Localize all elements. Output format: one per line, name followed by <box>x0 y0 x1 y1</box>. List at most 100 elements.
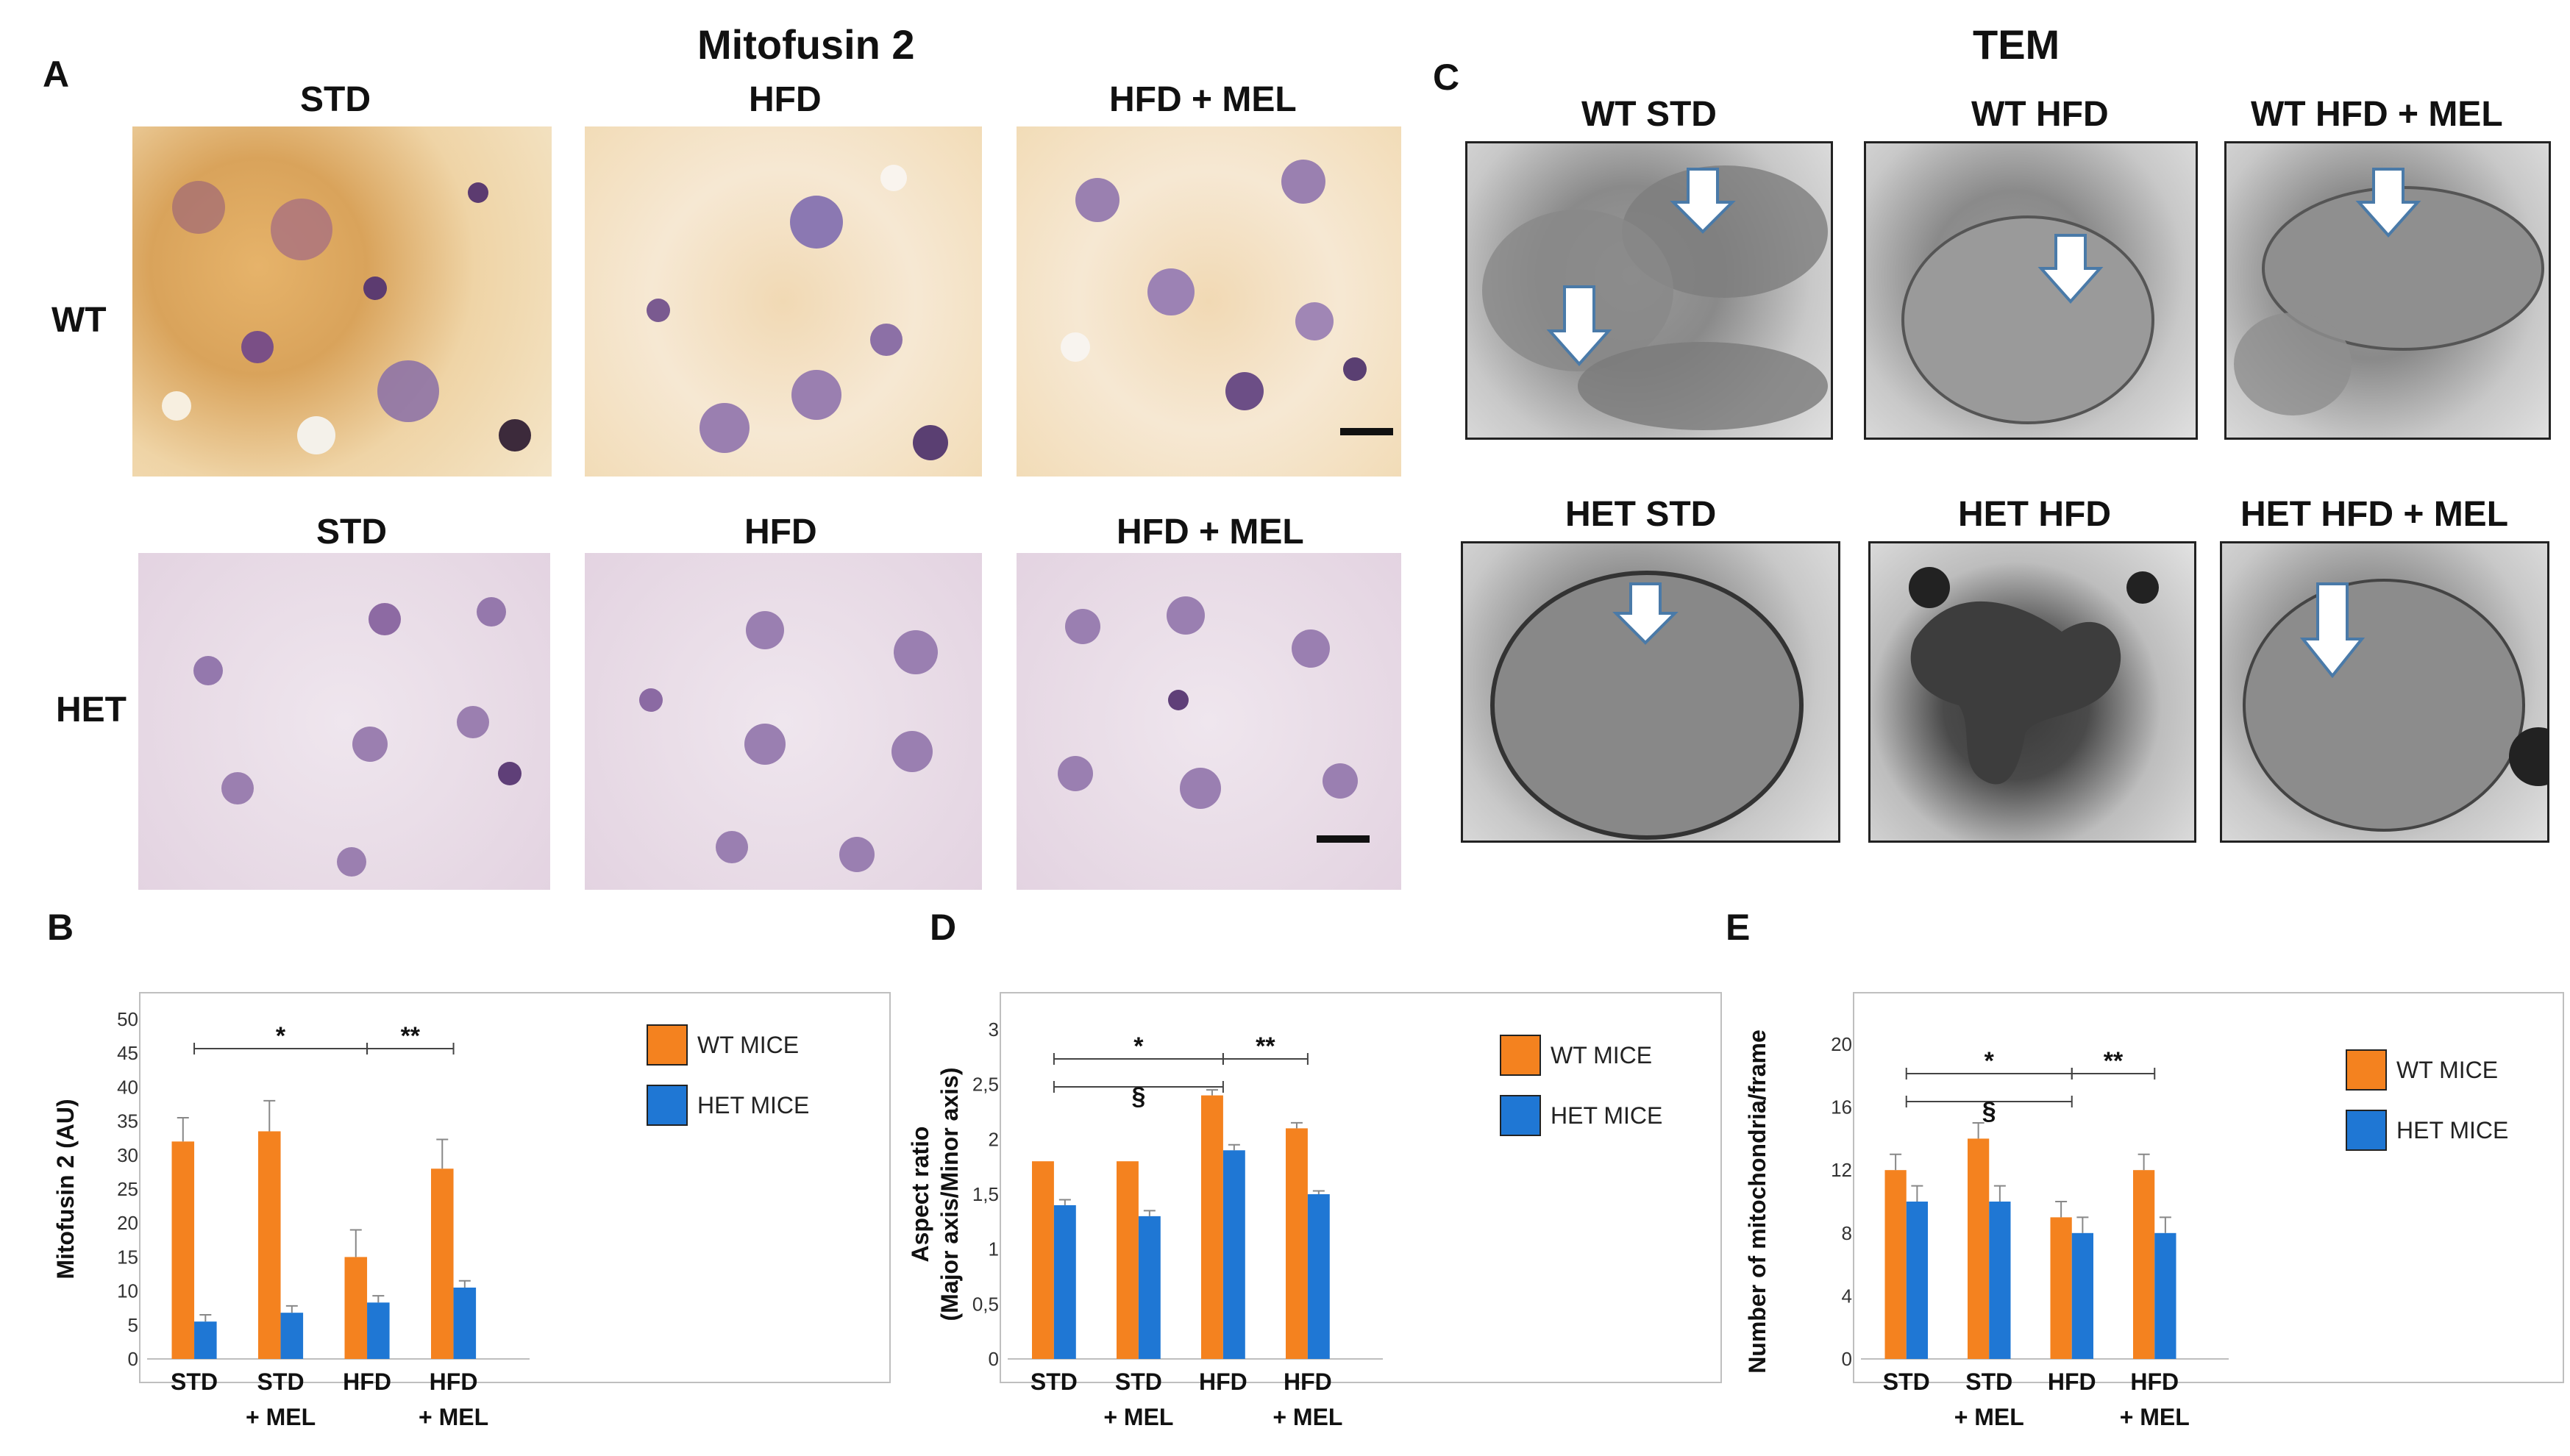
bar-wt <box>431 1168 454 1359</box>
x-tick-label: STD <box>1965 1368 2012 1395</box>
x-tick-label: STD <box>171 1368 218 1395</box>
bar-het <box>1307 1194 1330 1359</box>
bar-wt <box>1201 1095 1223 1359</box>
bar-het <box>453 1287 477 1359</box>
micrograph-wt-hfd-mel <box>1017 126 1401 477</box>
panel-a-col-label-std: STD <box>300 80 371 119</box>
significance-label: § <box>1131 1082 1145 1110</box>
panel-c-title: TEM <box>1973 21 2060 68</box>
bar-het <box>1222 1150 1245 1359</box>
tem-wt-std <box>1465 141 1833 440</box>
bar-het <box>1989 1202 2011 1359</box>
y-tick-label: 4 <box>1842 1285 1852 1307</box>
micrograph-wt-hfd <box>585 126 982 477</box>
bar-wt <box>1968 1138 1990 1359</box>
y-tick-label: 50 <box>117 1008 138 1030</box>
bar-het <box>1053 1205 1076 1359</box>
bar-het <box>194 1321 217 1359</box>
y-axis-label: Mitofusin 2 (AU) <box>52 1099 79 1279</box>
panel-a-title: Mitofusin 2 <box>697 21 915 68</box>
y-axis-label: (Major axis/Minor axis) <box>936 1068 963 1321</box>
x-tick-label: STD <box>1115 1368 1162 1395</box>
y-axis-label: Aspect ratio <box>907 1127 933 1263</box>
x-tick-label: STD <box>257 1368 305 1395</box>
bar-wt <box>171 1141 195 1359</box>
panel-b-letter: B <box>47 907 74 948</box>
panel-a-col-label-hfd-bottom: HFD <box>744 513 817 552</box>
y-tick-label: 45 <box>117 1042 138 1064</box>
bar-het <box>2071 1232 2093 1359</box>
y-tick-label: 1 <box>989 1238 999 1260</box>
y-tick-label: 20 <box>117 1212 138 1234</box>
y-tick-label: 16 <box>1831 1096 1852 1118</box>
y-tick-label: 35 <box>117 1110 138 1132</box>
x-tick-label: + MEL <box>1103 1404 1173 1430</box>
y-tick-label: 0 <box>128 1348 138 1370</box>
bar-het <box>2154 1232 2176 1359</box>
panel-a-row-label-het: HET <box>56 690 127 729</box>
y-tick-label: 0,5 <box>972 1293 999 1315</box>
tem-label-wt-hfd: WT HFD <box>1971 95 2109 134</box>
bar-wt <box>2050 1217 2072 1359</box>
y-tick-label: 20 <box>1831 1033 1852 1055</box>
panel-a-row-label-wt: WT <box>51 301 107 340</box>
x-tick-label: HFD <box>1199 1368 1247 1395</box>
y-tick-label: 40 <box>117 1076 138 1098</box>
significance-label: ** <box>1256 1032 1275 1060</box>
legend-swatch-wt <box>1500 1035 1541 1076</box>
bar-wt <box>1286 1128 1308 1359</box>
legend-swatch-wt <box>2346 1049 2387 1091</box>
tem-het-hfd-mel <box>2220 541 2549 843</box>
micrograph-het-std <box>138 553 550 890</box>
scale-bar <box>1340 428 1393 435</box>
panel-e-letter: E <box>1726 907 1751 948</box>
legend-label: WT MICE <box>697 1032 799 1058</box>
y-tick-label: 25 <box>117 1178 138 1200</box>
y-tick-label: 5 <box>128 1314 138 1336</box>
bar-wt <box>344 1257 368 1359</box>
y-tick-label: 2 <box>989 1128 999 1150</box>
tem-het-std <box>1461 541 1840 843</box>
tem-label-wt-hfd-mel: WT HFD + MEL <box>2251 95 2503 134</box>
bar-wt <box>258 1131 281 1359</box>
x-tick-label: HFD <box>343 1368 391 1395</box>
panel-a-col-label-hfd-mel-bottom: HFD + MEL <box>1117 513 1304 552</box>
x-tick-label: HFD <box>2130 1368 2179 1395</box>
significance-label: § <box>1982 1097 1996 1125</box>
y-tick-label: 10 <box>117 1280 138 1302</box>
x-tick-label: HFD <box>1284 1368 1332 1395</box>
scale-bar <box>1317 835 1370 843</box>
bar-wt <box>1117 1161 1139 1359</box>
bar-wt <box>1884 1170 1907 1359</box>
y-tick-label: 30 <box>117 1144 138 1166</box>
y-tick-label: 8 <box>1842 1222 1852 1244</box>
significance-label: ** <box>401 1022 421 1050</box>
x-tick-label: + MEL <box>246 1404 316 1430</box>
chart-aspect-ratio: 0 0,5 1 1,5 2 2,5 3 Aspect ratio (Major axis/Min… <box>907 992 1722 1430</box>
x-tick-label: + MEL <box>1954 1404 2024 1430</box>
x-tick-label: HFD <box>430 1368 478 1395</box>
x-tick-label: STD <box>1883 1368 1930 1395</box>
panel-d-letter: D <box>930 907 957 948</box>
legend-label: HET MICE <box>2396 1117 2508 1143</box>
bar-het <box>1138 1216 1161 1359</box>
legend-swatch-wt <box>647 1024 688 1066</box>
bar-wt <box>2133 1170 2155 1359</box>
x-tick-label: + MEL <box>1272 1404 1342 1430</box>
legend-label: HET MICE <box>697 1092 809 1118</box>
legend-label: WT MICE <box>1551 1042 1652 1068</box>
significance-label: ** <box>2104 1047 2124 1075</box>
micrograph-wt-std <box>132 126 552 477</box>
bar-het <box>280 1313 304 1359</box>
panel-c-letter: C <box>1433 57 1460 98</box>
significance-label: * <box>1985 1047 1995 1075</box>
tem-label-het-hfd: HET HFD <box>1958 495 2111 534</box>
legend-swatch-het <box>1500 1095 1541 1136</box>
micrograph-het-hfd-mel <box>1017 553 1401 890</box>
tem-wt-hfd-mel <box>2224 141 2551 440</box>
panel-a-col-label-hfd: HFD <box>749 80 822 119</box>
bar-het <box>1906 1202 1928 1359</box>
tem-wt-hfd <box>1864 141 2198 440</box>
legend-swatch-het <box>2346 1110 2387 1151</box>
tem-het-hfd <box>1868 541 2196 843</box>
